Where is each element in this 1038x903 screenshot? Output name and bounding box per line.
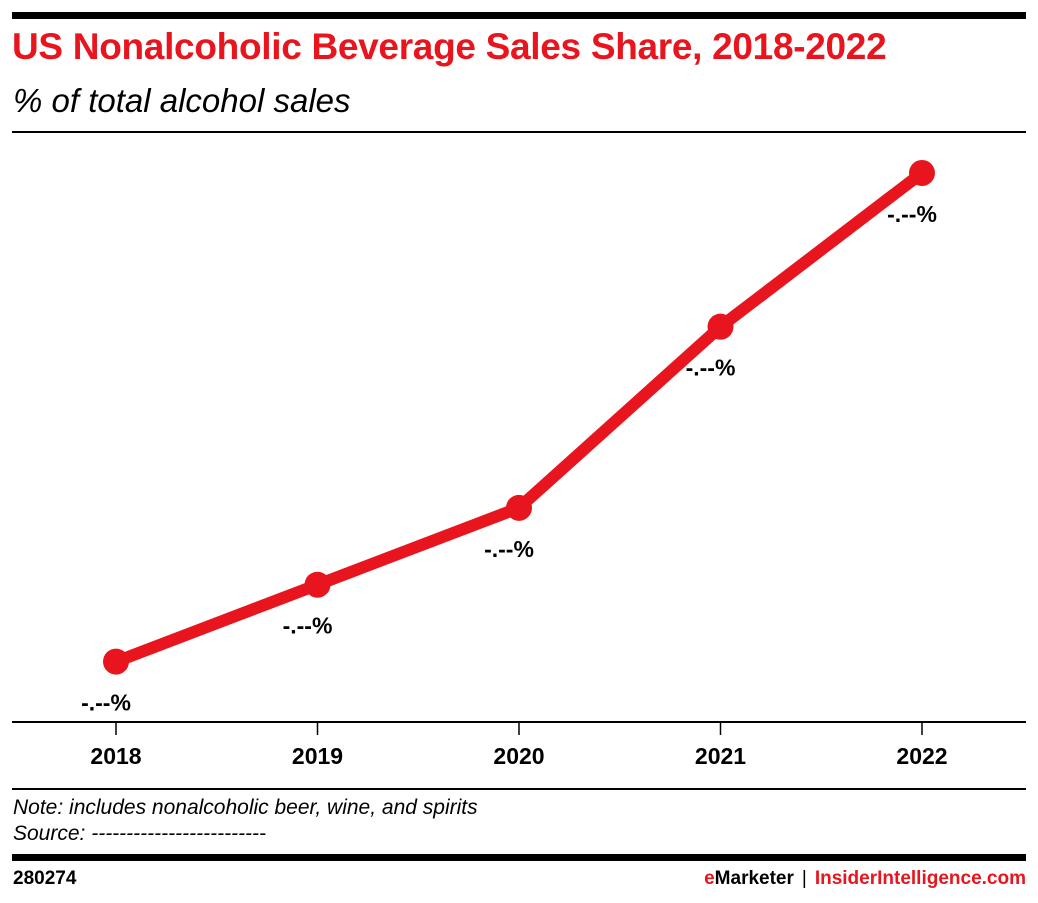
x-tick-label: 2022 (896, 743, 947, 769)
brand-credit: eMarketer | InsiderIntelligence.com (704, 868, 1026, 890)
brand-insider-intelligence[interactable]: InsiderIntelligence.com (814, 868, 1026, 889)
footer-rule (12, 788, 1026, 790)
data-labels: -.--% -.--% -.--% -.--% -.--% (81, 201, 937, 716)
series-line-path (110, 166, 928, 668)
data-label: -.--% (283, 613, 333, 639)
x-axis: 2018 2019 2020 2021 2022 (12, 721, 1026, 769)
x-tick-label: 2020 (493, 743, 544, 769)
brand-separator: | (801, 868, 807, 889)
x-tick-label: 2019 (292, 743, 343, 769)
data-label: -.--% (887, 201, 937, 227)
x-tick-label: 2018 (90, 743, 141, 769)
line-chart: 2018 2019 2020 2021 2022 -.--%-.--%-.--%-.--… (12, 159, 1026, 769)
data-point (506, 494, 532, 521)
header-rule (12, 131, 1026, 133)
data-point (909, 159, 935, 186)
x-tick-label: 2021 (695, 743, 746, 769)
data-label: -.--% (81, 690, 131, 716)
chart-title: US Nonalcoholic Beverage Sales Share, 20… (12, 26, 887, 67)
data-point (103, 648, 129, 675)
data-label: -.--% (484, 536, 534, 562)
data-point (304, 571, 331, 598)
footnote: Note: includes nonalcoholic beer, wine, … (13, 796, 478, 819)
source-line: Source: ------------------------- (13, 822, 267, 845)
data-point (707, 313, 734, 340)
brand-emarketer: eMarketer (704, 868, 794, 889)
top-rule (12, 12, 1026, 19)
chart-id: 280274 (13, 868, 77, 889)
chart-subtitle: % of total alcohol sales (13, 82, 351, 119)
series-line (103, 159, 935, 675)
data-label: -.--% (686, 355, 736, 381)
bottom-rule (12, 854, 1026, 861)
